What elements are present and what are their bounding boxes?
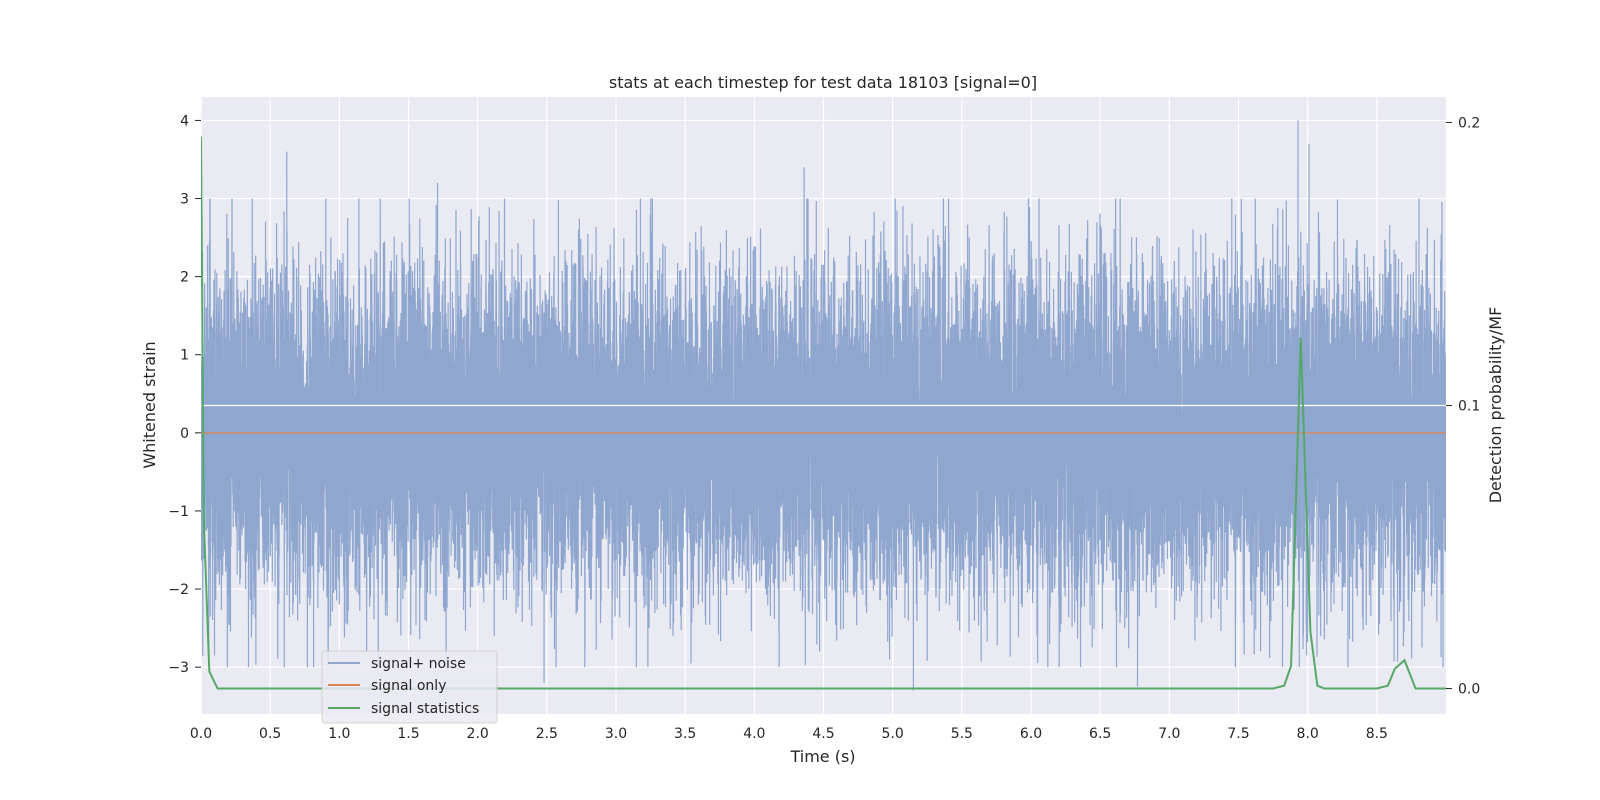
x-tick-label: 6.5	[1089, 726, 1111, 742]
legend-label-signal-noise: signal+ noise	[371, 656, 466, 672]
y-tick-label: 1	[180, 348, 189, 364]
x-tick-label: 8.0	[1297, 726, 1319, 742]
y-tick-label: 2	[180, 270, 189, 286]
y2-tick-label: 0.2	[1458, 115, 1480, 131]
x-tick-label: 0.0	[190, 726, 212, 742]
y-tick-label: 3	[180, 192, 189, 208]
legend-box	[321, 650, 498, 724]
series-line-signal-noise	[201, 120, 1446, 691]
x-tick-label: 1.5	[397, 726, 419, 742]
plot-area	[201, 120, 1446, 691]
x-tick-label: 4.0	[743, 726, 765, 742]
x-tick-label: 7.5	[1227, 726, 1249, 742]
x-tick-label: 3.0	[605, 726, 627, 742]
x-tick-label: 7.0	[1158, 726, 1180, 742]
y2-tick-label: 0.1	[1458, 399, 1480, 415]
x-tick-label: 3.5	[674, 726, 696, 742]
x-tick-label: 4.5	[812, 726, 834, 742]
x-tick-label: 2.0	[467, 726, 489, 742]
legend-label-signal-only: signal only	[371, 678, 446, 694]
x-tick-label: 5.0	[882, 726, 904, 742]
x-tick-label: 2.5	[536, 726, 558, 742]
x-tick-label: 0.5	[259, 726, 281, 742]
y-tick-label: −1	[168, 504, 189, 520]
legend-label-signal-statistics: signal statistics	[371, 701, 479, 717]
y-tick-label: 4	[180, 113, 189, 129]
y-axis-label: Whitened strain	[140, 341, 159, 468]
x-axis-label: Time (s)	[789, 747, 855, 766]
chart-title: stats at each timestep for test data 181…	[609, 73, 1037, 92]
y-axis-left: 4 3 2 1 0 −1 −2 −3	[168, 113, 201, 676]
y-tick-label: −3	[168, 660, 189, 676]
y2-tick-label: 0.0	[1458, 682, 1480, 698]
x-axis: 0.0 0.5 1.0 1.5 2.0 2.5 3.0 3.5 4.0 4.5 5.0 5.5 6.0 6…	[190, 726, 1388, 742]
legend: signal+ noise signal only signal statist…	[321, 650, 498, 724]
x-tick-label: 8.5	[1366, 726, 1388, 742]
y-tick-label: 0	[180, 426, 189, 442]
x-tick-label: 5.5	[951, 726, 973, 742]
y-tick-label: −2	[168, 582, 189, 598]
x-tick-label: 6.0	[1020, 726, 1042, 742]
x-tick-label: 1.0	[328, 726, 350, 742]
y-axis-right: 0.2 0.1 0.0	[1446, 115, 1480, 698]
series-line-signal-statistics	[201, 136, 1446, 690]
y2-axis-label: Detection probability/MF	[1486, 307, 1505, 504]
